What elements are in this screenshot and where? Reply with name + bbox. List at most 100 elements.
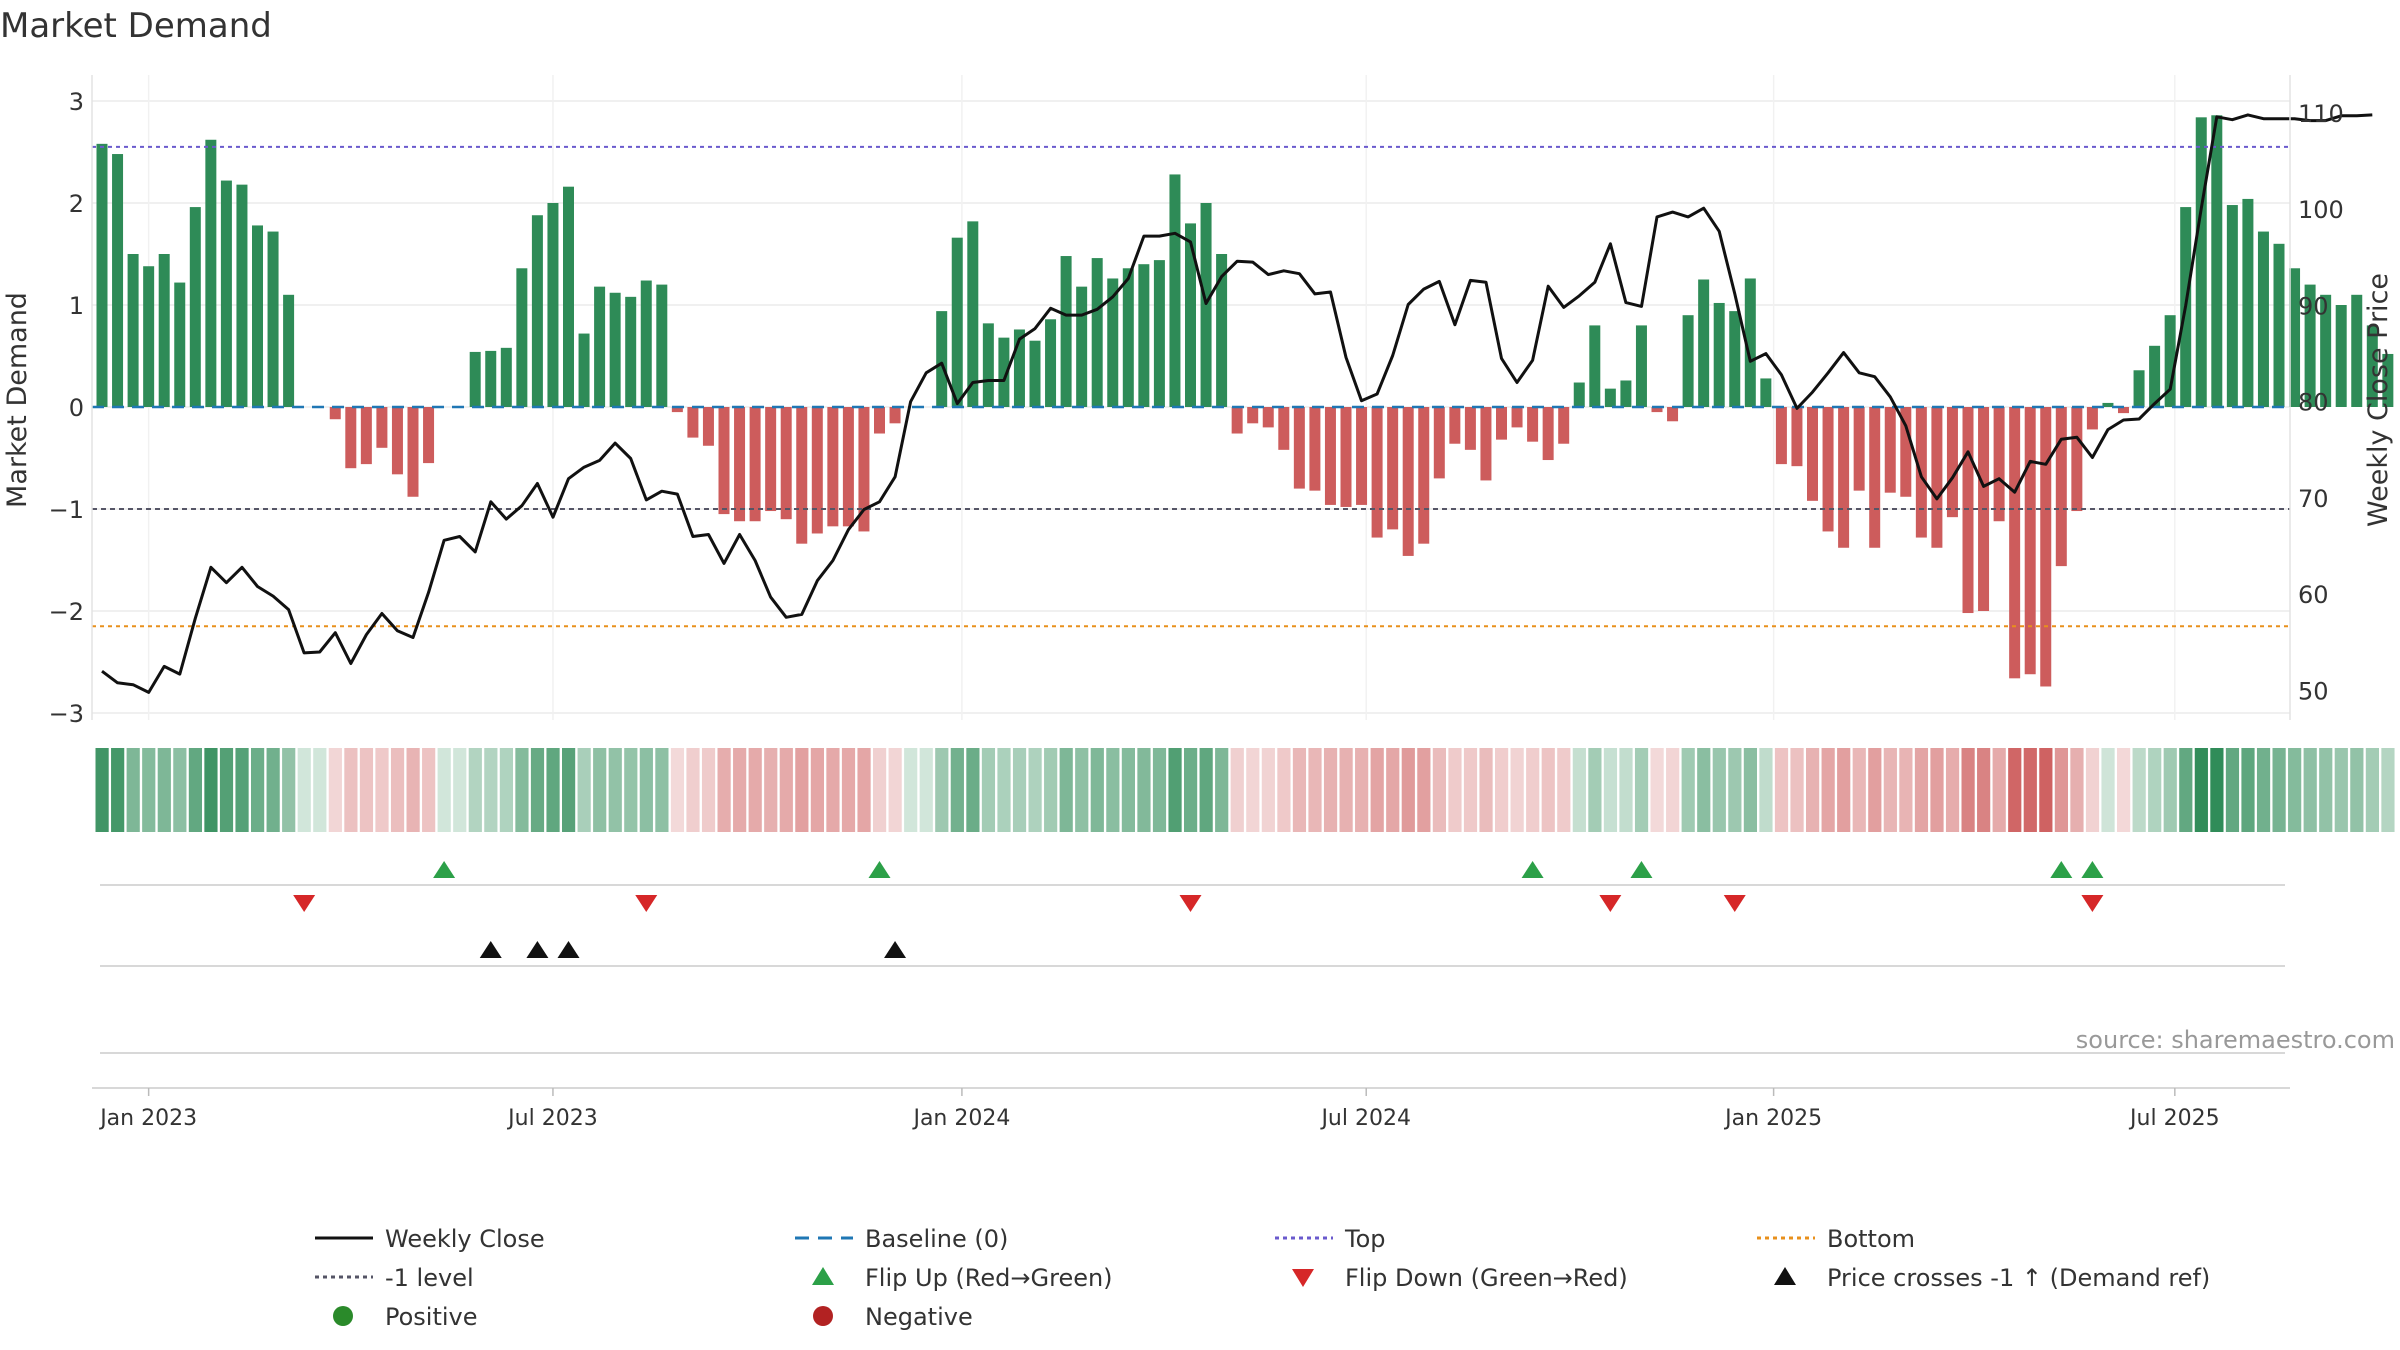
strip-cell (1774, 748, 1789, 832)
flip-up-marker (1630, 861, 1653, 878)
demand-bar (1713, 302, 1725, 407)
demand-bar (283, 294, 295, 407)
demand-bar (1635, 325, 1647, 407)
demand-bar (578, 333, 590, 407)
demand-bar (1511, 407, 1523, 428)
demand-bar (594, 286, 606, 407)
demand-bar (112, 154, 124, 407)
demand-bar (1884, 407, 1896, 493)
strip-cell (857, 748, 871, 832)
strip-cell (484, 748, 498, 832)
legend-label: Price crosses -1 ↑ (Demand ref) (1827, 1264, 2210, 1292)
demand-bar (2118, 407, 2129, 414)
strip-cell (1075, 748, 1089, 832)
strip-cell (1199, 748, 1213, 832)
strip-cell (546, 748, 560, 832)
demand-bar (2211, 115, 2223, 407)
demand-bar (174, 282, 186, 407)
strip-cell (873, 748, 887, 832)
strip-cell (701, 748, 716, 832)
strip-cell (795, 748, 809, 832)
demand-bar (2366, 325, 2378, 407)
y2-axis-label: Weekly Close Price (2363, 273, 2394, 527)
strip-cell (111, 748, 125, 832)
strip-cell (2365, 748, 2379, 832)
demand-bar (423, 407, 435, 464)
strip-cell (1883, 748, 1897, 832)
price-line (101, 113, 2373, 694)
x-tick-label: Jul 2025 (2128, 1106, 2220, 1131)
strip-cell (1386, 748, 1400, 832)
y-tick-label: 2 (69, 190, 84, 218)
legend-swatch (1774, 1267, 1796, 1285)
strip-cell (266, 748, 280, 832)
demand-bar (1371, 407, 1383, 538)
strip-cell (1914, 748, 1929, 832)
strip-cell (390, 748, 405, 832)
demand-bar (1278, 407, 1290, 450)
strip-cell (1650, 748, 1664, 832)
demand-bar (749, 407, 761, 522)
strip-cell (2070, 748, 2084, 832)
demand-bar (1838, 407, 1850, 548)
demand-bar (1122, 268, 1134, 407)
strip-cell (779, 748, 793, 832)
demand-bar (609, 292, 621, 407)
demand-bar (2382, 353, 2394, 407)
strip-cell (2039, 748, 2053, 832)
legend-label: Flip Up (Red→Green) (865, 1264, 1113, 1292)
strip-cell (593, 748, 607, 832)
x-axis: Jan 2023 Jul 2023 Jan 2024 Jul 2024 Jan 2025… (92, 1087, 2290, 1131)
strip-cell (810, 748, 824, 832)
demand-bar (1091, 258, 1103, 407)
strip-cell (1401, 748, 1415, 832)
legend-swatch (333, 1306, 353, 1326)
demand-bar (640, 280, 652, 407)
flip-down-marker (1179, 895, 1202, 912)
y-tick-label: 0 (69, 394, 84, 422)
strip-cell (453, 748, 467, 832)
demand-bar (1962, 407, 1974, 614)
demand-bar (2102, 402, 2114, 407)
demand-bar (1573, 382, 1585, 407)
strip-cell (2054, 748, 2068, 832)
strip-cell (1541, 748, 1555, 832)
demand-bar (1402, 407, 1414, 556)
y2-tick-label: 90 (2298, 292, 2329, 320)
strip-cell (1945, 748, 1960, 832)
strip-cell (608, 748, 622, 832)
x-tick-label: Jan 2023 (98, 1106, 197, 1131)
demand-bar (1869, 407, 1881, 548)
strip-cell (2194, 748, 2208, 832)
demand-bar (1589, 325, 1601, 407)
strip-cell (468, 748, 482, 832)
strip-cell (1899, 748, 1913, 832)
demand-bar (2335, 305, 2347, 407)
demand-bar (2195, 117, 2207, 407)
demand-bar (547, 203, 559, 407)
demand-bar (329, 407, 341, 420)
strip-cell (499, 748, 513, 832)
demand-bar (516, 268, 528, 407)
flip-down-marker (1599, 895, 1622, 912)
strip-cell (2241, 748, 2255, 832)
flip-up-marker (2050, 861, 2073, 878)
demand-bar (1169, 174, 1181, 407)
y-axis-label: Market Demand (2, 292, 33, 508)
demand-bar (563, 186, 574, 407)
strip-cell (1572, 748, 1586, 832)
flip-up-marker (868, 861, 891, 878)
demand-bar (625, 296, 637, 407)
demand-bar (236, 184, 248, 407)
strip-cell (562, 748, 576, 832)
strip-cell (142, 748, 156, 832)
strip-cell (251, 748, 265, 832)
demand-bar (2226, 205, 2238, 407)
strip-cell (219, 748, 234, 832)
strip-cell (1588, 748, 1602, 832)
strip-cell (981, 748, 996, 832)
strip-cell (2132, 748, 2146, 832)
legend-label: Baseline (0) (865, 1225, 1008, 1253)
demand-bar (469, 351, 481, 407)
y-tick-label: 1 (69, 292, 84, 320)
